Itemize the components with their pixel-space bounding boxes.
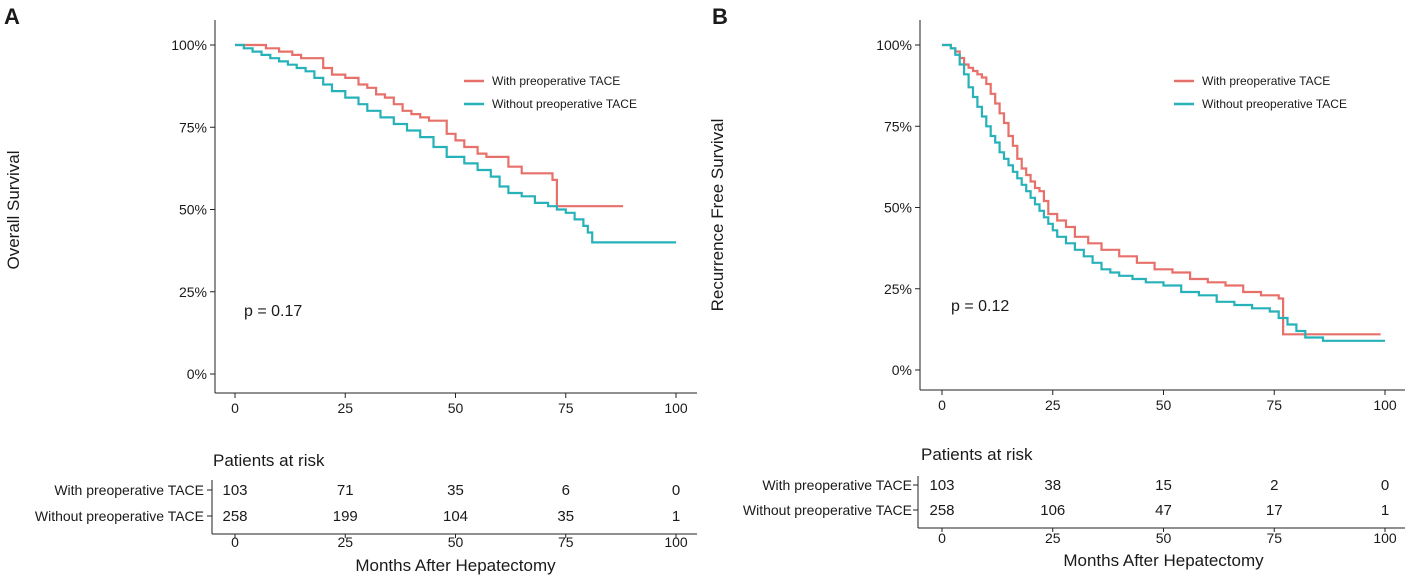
risk-row-label: With preoperative TACE: [762, 477, 912, 493]
risk-x-tick-label: 25: [1045, 530, 1061, 546]
p-value: p = 0.12: [951, 298, 1009, 315]
x-tick-label: 0: [938, 397, 946, 413]
y-tick-label: 75%: [179, 119, 207, 135]
risk-count: 258: [222, 508, 247, 525]
series-without-tace-line: [235, 43, 676, 244]
y-tick-label: 25%: [884, 281, 912, 297]
panel-letter: B: [712, 4, 728, 29]
x-tick-label: 100: [1373, 397, 1397, 413]
y-tick-label: 75%: [884, 118, 912, 134]
risk-count: 47: [1155, 502, 1172, 519]
risk-count: 258: [929, 502, 954, 519]
y-axis-title: Overall Survival: [4, 150, 23, 269]
x-tick-label: 50: [448, 400, 464, 416]
x-tick-label: 100: [664, 400, 688, 416]
risk-count: 106: [1040, 502, 1065, 519]
p-value: p = 0.17: [244, 303, 302, 320]
risk-x-tick-label: 100: [664, 534, 688, 550]
risk-count: 2: [1270, 477, 1278, 494]
risk-count: 17: [1266, 502, 1283, 519]
risk-count: 0: [672, 482, 680, 499]
series-with-tace-line: [942, 43, 1381, 336]
y-tick-label: 0%: [892, 362, 912, 378]
risk-count: 0: [1381, 477, 1389, 494]
series-with-tace-line: [235, 43, 624, 208]
risk-x-tick-label: 0: [938, 530, 946, 546]
y-tick-label: 100%: [171, 37, 207, 53]
risk-count: 38: [1044, 477, 1061, 494]
legend-label: With preoperative TACE: [492, 74, 620, 88]
x-tick-label: 75: [1266, 397, 1282, 413]
risk-table-title: Patients at risk: [921, 445, 1033, 464]
legend-label: Without preoperative TACE: [492, 97, 637, 111]
x-tick-label: 25: [1045, 397, 1061, 413]
risk-count: 71: [337, 482, 354, 499]
y-tick-label: 25%: [179, 284, 207, 300]
panel-letter: A: [4, 4, 20, 29]
x-tick-label: 25: [337, 400, 353, 416]
risk-x-tick-label: 50: [1156, 530, 1172, 546]
risk-row-label: With preoperative TACE: [54, 482, 204, 498]
y-tick-label: 0%: [187, 366, 207, 382]
risk-x-tick-label: 100: [1373, 530, 1397, 546]
x-axis-title: Months After Hepatectomy: [1063, 551, 1264, 570]
risk-count: 103: [929, 477, 954, 494]
risk-row-label: Without preoperative TACE: [743, 502, 912, 518]
risk-count: 15: [1155, 477, 1172, 494]
series-without-tace-line: [942, 43, 1385, 342]
risk-count: 104: [443, 508, 468, 525]
risk-x-tick-label: 75: [558, 534, 574, 550]
risk-x-tick-label: 25: [337, 534, 353, 550]
y-tick-label: 50%: [179, 202, 207, 218]
y-axis-title: Recurrence Free Survival: [708, 119, 727, 312]
risk-count: 35: [557, 508, 574, 525]
x-axis-title: Months After Hepatectomy: [355, 556, 556, 575]
risk-count: 1: [672, 508, 680, 525]
risk-table-title: Patients at risk: [213, 451, 325, 470]
legend-label: Without preoperative TACE: [1202, 97, 1347, 111]
x-tick-label: 50: [1156, 397, 1172, 413]
risk-x-tick-label: 75: [1266, 530, 1282, 546]
risk-x-tick-label: 0: [231, 534, 239, 550]
y-tick-label: 100%: [876, 37, 912, 53]
risk-count: 6: [562, 482, 570, 499]
risk-count: 103: [222, 482, 247, 499]
risk-row-label: Without preoperative TACE: [35, 508, 204, 524]
y-tick-label: 50%: [884, 200, 912, 216]
x-tick-label: 75: [558, 400, 574, 416]
risk-count: 35: [447, 482, 464, 499]
x-tick-label: 0: [231, 400, 239, 416]
risk-x-tick-label: 50: [448, 534, 464, 550]
risk-count: 199: [333, 508, 358, 525]
risk-count: 1: [1381, 502, 1389, 519]
legend-label: With preoperative TACE: [1202, 74, 1330, 88]
